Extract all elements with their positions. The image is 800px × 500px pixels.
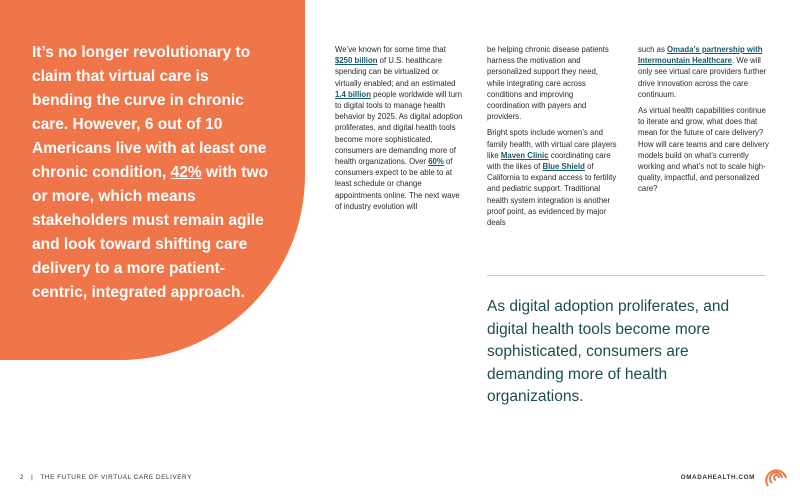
link: Blue Shield [542, 162, 585, 172]
divider [487, 275, 765, 276]
pull-quote: As digital adoption proliferates, and di… [487, 298, 730, 405]
text: As virtual health capabilities continue … [638, 106, 769, 194]
text: be helping chronic disease patients harn… [487, 45, 609, 122]
orange-panel [0, 0, 305, 360]
paragraph: We’ve known for some time that $250 bill… [335, 44, 463, 212]
page-number: 2 [20, 474, 25, 481]
text: It’s no longer revolutionary to claim th… [32, 44, 267, 181]
paragraph: be helping chronic disease patients harn… [487, 44, 617, 122]
footer-site: OMADAHEALTH.COM [680, 474, 755, 481]
text: We’ve known for some time that [335, 45, 446, 54]
text: . We will only see virtual care provider… [638, 56, 767, 99]
lead-quote: It’s no longer revolutionary to claim th… [32, 41, 272, 305]
link: $250 billion [335, 56, 378, 66]
logo [765, 469, 787, 487]
text-column: We’ve known for some time that $250 bill… [335, 44, 463, 217]
link: Omada’s partnership with Intermountain H… [638, 45, 763, 66]
text-column: such as Omada’s partnership with Intermo… [638, 44, 772, 200]
paragraph: such as Omada’s partnership with Intermo… [638, 44, 772, 100]
doc-title: THE FUTURE OF VIRTUAL CARE DELIVERY [40, 474, 192, 481]
text: of U.S. healthcare spending can be virtu… [335, 56, 456, 88]
paragraph: Bright spots include women’s and family … [487, 127, 617, 228]
link: 60% [428, 157, 444, 167]
link: 1.4 billion [335, 89, 371, 99]
text: coordinating care with the likes of [487, 150, 611, 172]
link: 42% [170, 164, 202, 181]
text: with two or more, which means stakeholde… [32, 164, 268, 301]
text: of consumers expect to be able to at lea… [335, 157, 460, 211]
text: people worldwide will turn to digital to… [335, 89, 463, 167]
paragraph: As virtual health capabilities continue … [638, 105, 772, 195]
link: Maven Clinic [500, 150, 549, 160]
text: such as [638, 45, 668, 54]
text-column: be helping chronic disease patients harn… [487, 44, 617, 233]
footer-left: 2 | THE FUTURE OF VIRTUAL CARE DELIVERY [20, 474, 192, 481]
separator: | [31, 474, 34, 481]
text: Bright spots include women’s and family … [487, 128, 617, 160]
text: of California to expand access to fertil… [487, 162, 617, 228]
